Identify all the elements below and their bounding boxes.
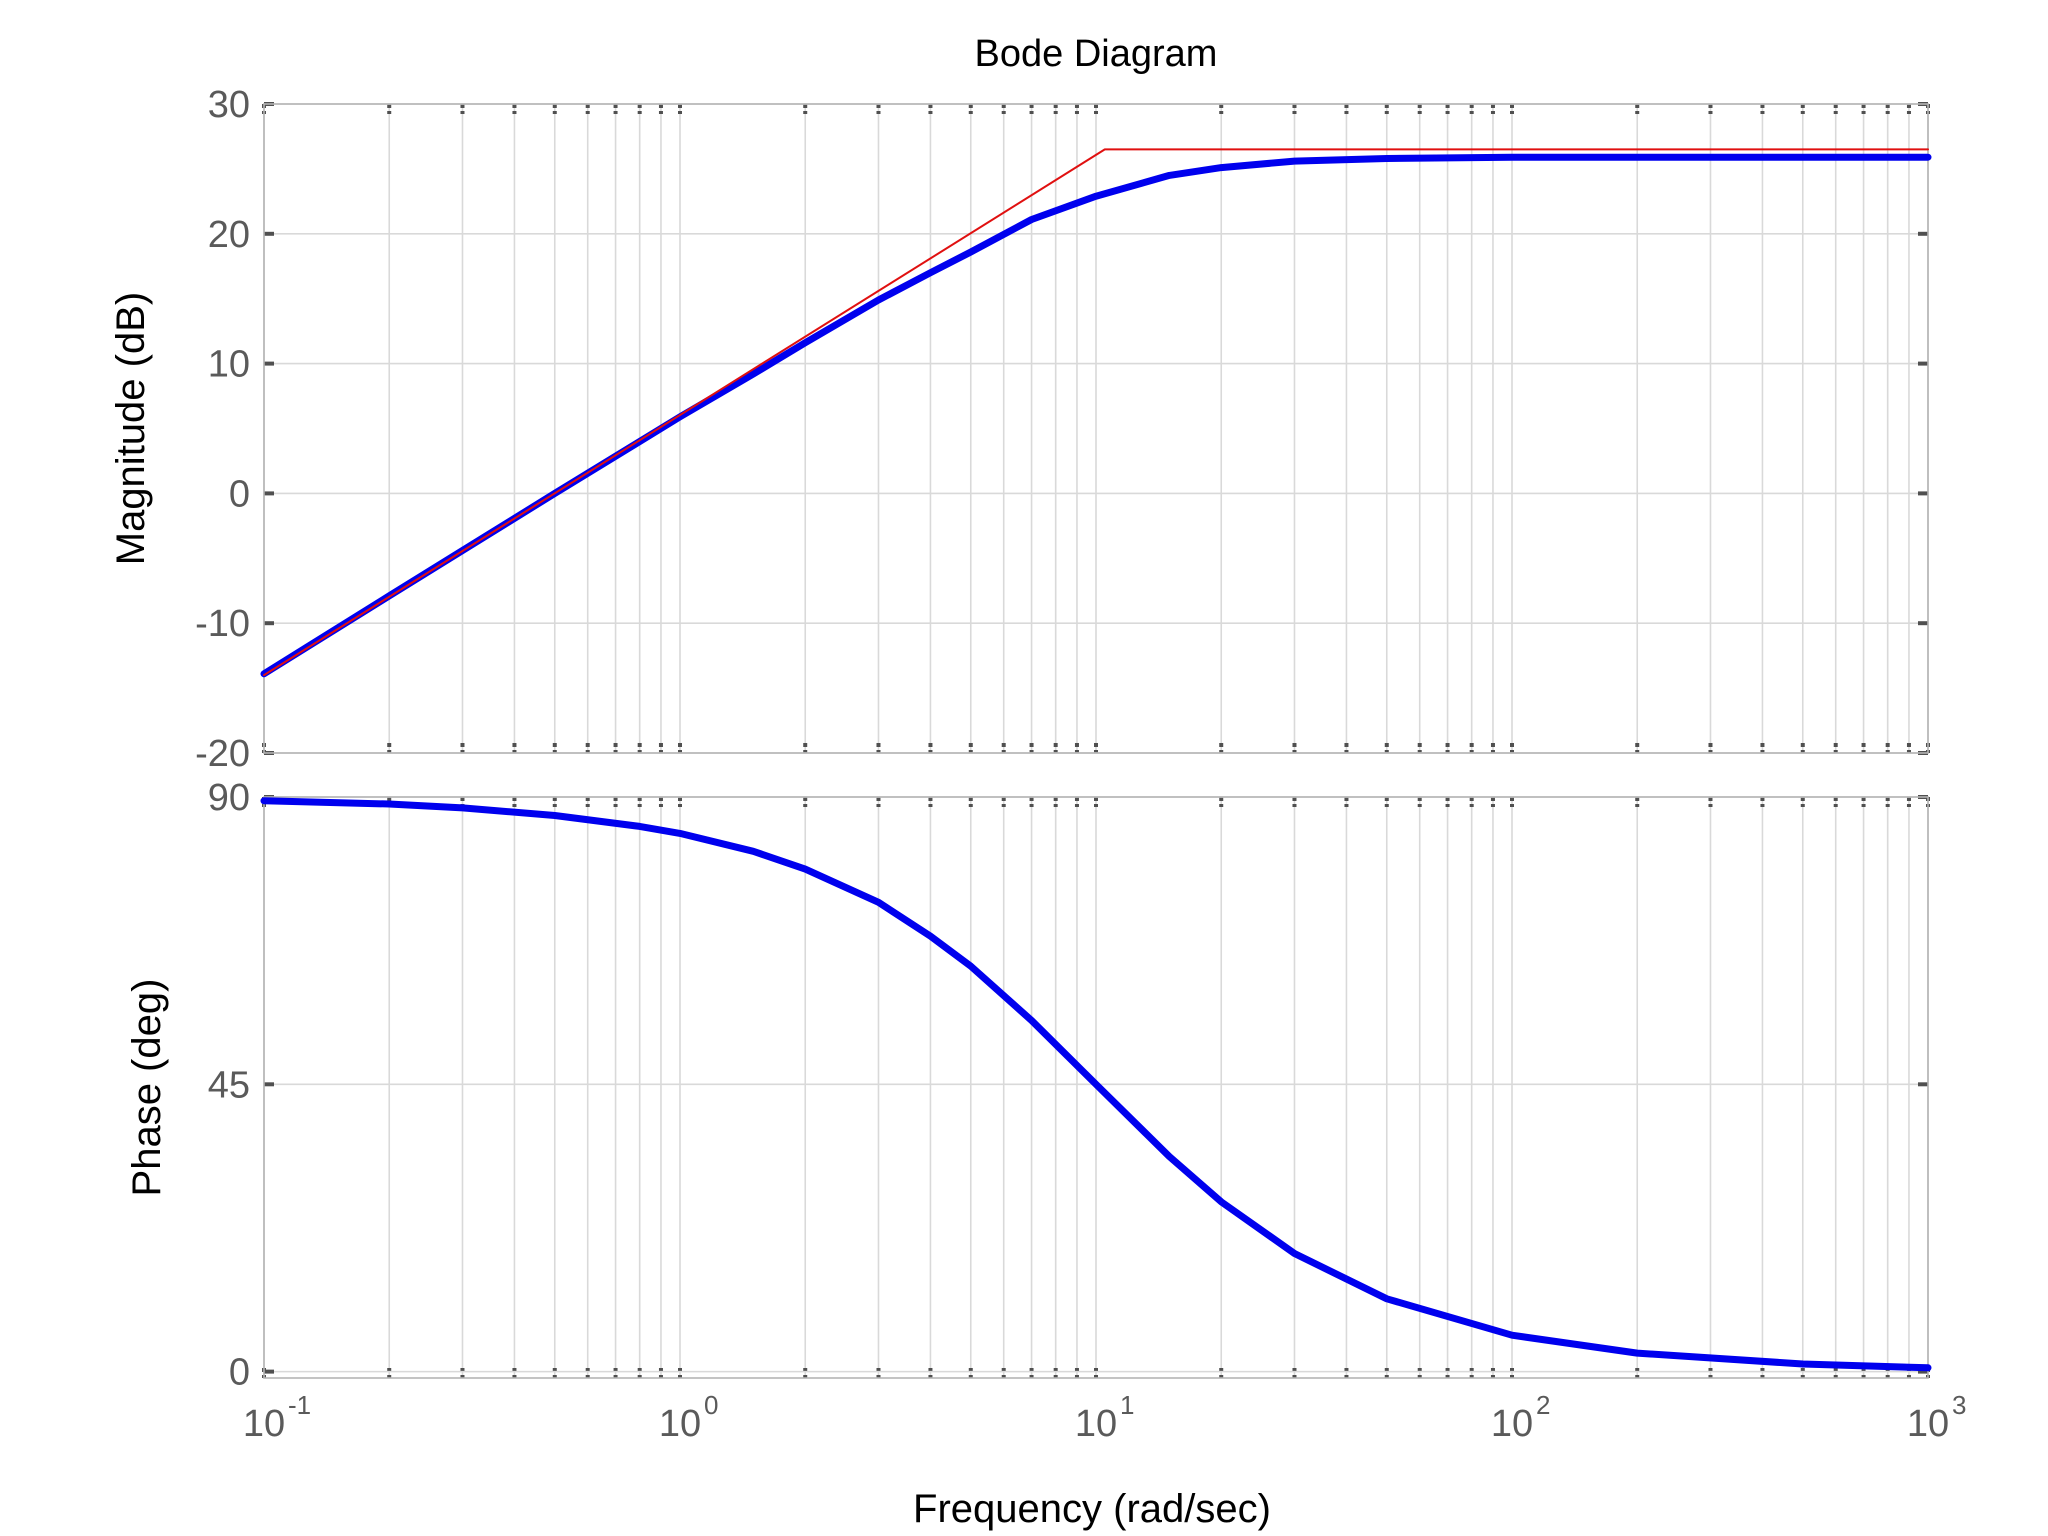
- y-tick-label: 0: [229, 1352, 250, 1394]
- x-tick-exponent: 3: [1952, 1390, 1966, 1420]
- x-tick-label: 10: [1491, 1403, 1533, 1445]
- x-tick-exponent: -1: [288, 1390, 311, 1420]
- y-tick-label: 20: [208, 214, 250, 256]
- magnitude-y-axis-label: Magnitude (dB): [109, 292, 153, 565]
- x-tick-label: 10: [1907, 1403, 1949, 1445]
- x-tick-exponent: 1: [1120, 1390, 1134, 1420]
- x-tick-exponent: 0: [704, 1390, 718, 1420]
- y-tick-label: -20: [195, 733, 250, 775]
- y-tick-label: 30: [208, 84, 250, 126]
- magnitude-frame: [263, 103, 1929, 754]
- x-tick-labels: 10 -1 10 0 10 1 10 2 10 3: [243, 1390, 1967, 1445]
- x-tick-label: 10: [243, 1403, 285, 1445]
- x-tick-label: 10: [659, 1403, 701, 1445]
- magnitude-series-line-2: [263, 148, 1929, 677]
- y-tick-label: -10: [195, 603, 250, 645]
- x-tick-exponent: 2: [1536, 1390, 1550, 1420]
- phase-panel: 0 45 90 Phase (deg): [125, 777, 1932, 1394]
- y-tick-label: 45: [208, 1064, 250, 1106]
- x-tick-label: 10: [1075, 1403, 1117, 1445]
- magnitude-panel: -20 -10 0 10 20 30 Magnitude (dB): [109, 84, 1932, 775]
- y-tick-label: 90: [208, 777, 250, 819]
- x-axis-label: Frequency (rad/sec): [913, 1487, 1271, 1531]
- chart-title: Bode Diagram: [975, 33, 1218, 75]
- y-tick-label: 10: [208, 344, 250, 386]
- phase-series-line-1: [260, 797, 1932, 1372]
- phase-frame: [263, 796, 1929, 1379]
- y-tick-label: 0: [229, 473, 250, 515]
- phase-y-axis-label: Phase (deg): [125, 979, 169, 1197]
